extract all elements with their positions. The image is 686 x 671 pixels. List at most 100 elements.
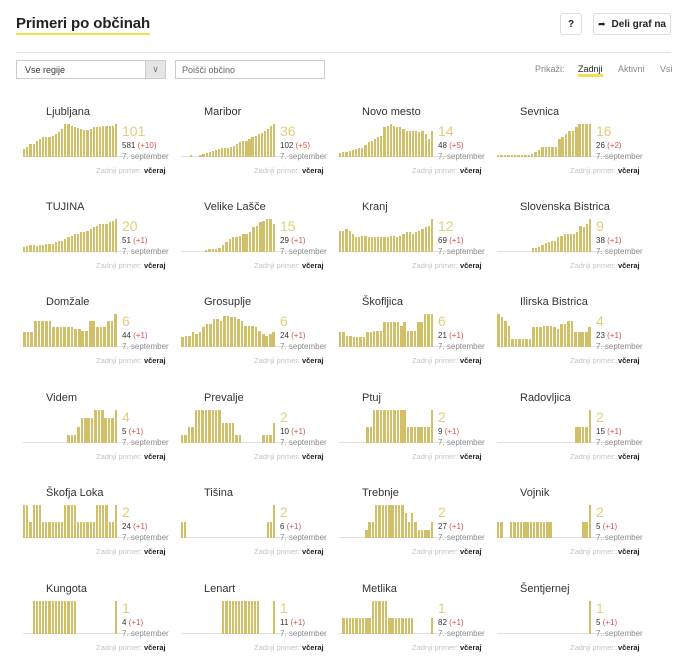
chart-bar — [405, 130, 408, 157]
chart-bar — [48, 521, 51, 538]
chart-bar — [48, 136, 51, 157]
municipality-card[interactable]: Ilirska Bistrica 4 23 (+1) 7. september Zadn… — [490, 296, 650, 386]
chart-bar — [187, 426, 191, 443]
chart-bar — [424, 529, 427, 538]
filter-option-aktivni[interactable]: Aktivni — [618, 64, 645, 74]
municipality-card[interactable]: Trebnje 2 27 (+1) 7. september Zadnji primer… — [332, 487, 492, 577]
municipality-card[interactable]: Kungota 1 4 (+1) 7. september Zadnji primer:… — [16, 583, 176, 671]
municipality-card[interactable]: Ljubljana 101 581 (+10) 7. september Zadnji … — [16, 106, 176, 196]
sparkline-chart — [339, 505, 447, 538]
municipality-card[interactable]: Grosuplje 6 24 (+1) 7. september Zadnji prim… — [174, 296, 334, 386]
last-case-label: Zadnji primer: včeraj — [570, 261, 640, 270]
total-cases-value: 5 — [596, 618, 603, 627]
active-cases-count: 4 — [596, 313, 604, 329]
municipality-card[interactable]: Tišina 2 6 (+1) 7. september Zadnji primer: … — [174, 487, 334, 577]
chart-bar — [345, 335, 349, 347]
filter-option-vsi[interactable]: Vsi — [660, 64, 673, 74]
chart-bar — [86, 129, 89, 157]
chart-bar — [23, 148, 26, 157]
chart-bar — [406, 426, 410, 443]
municipality-card[interactable]: Novo mesto 14 48 (+5) 7. september Zadnji pr… — [332, 106, 492, 196]
active-cases-count: 2 — [122, 504, 130, 520]
municipality-card[interactable]: Metlika 1 82 (+1) 7. september Zadnji primer… — [332, 583, 492, 671]
total-cases: 102 (+5) — [280, 141, 310, 150]
municipality-card[interactable]: Domžale 6 44 (+1) 7. september Zadnji primer… — [16, 296, 176, 386]
chart-bar — [406, 330, 410, 347]
chart-bar — [76, 128, 80, 157]
total-cases: 9 (+1) — [438, 427, 459, 436]
chart-bar — [554, 147, 558, 157]
chart-bar — [70, 235, 73, 252]
chart-bar — [26, 332, 30, 347]
chart-bar — [242, 233, 245, 252]
chart-bar — [228, 423, 231, 443]
chart-bar — [427, 225, 430, 252]
municipality-card[interactable]: Šentjernej 1 5 (+1) 7. september Zadnji prim… — [490, 583, 650, 671]
chart-bar — [582, 227, 585, 252]
chart-bar — [90, 418, 94, 443]
chart-bar — [73, 601, 76, 634]
municipality-card[interactable]: Slovenska Bistrica 9 38 (+1) 7. september Za… — [490, 201, 650, 291]
last-case-value: včeraj — [459, 452, 482, 461]
chart-bar — [208, 249, 211, 252]
date-label: 7. september — [122, 533, 169, 542]
chart-bar — [386, 237, 389, 252]
chart-bar — [218, 410, 221, 443]
chart-bar — [73, 505, 76, 538]
municipality-card[interactable]: Velike Lašče 15 29 (+1) 7. september Zadnji … — [174, 201, 334, 291]
last-case-prefix: Zadnji primer: — [570, 643, 618, 652]
total-cases-delta: (+1) — [133, 236, 148, 245]
chart-bar — [35, 505, 38, 538]
chart-bar — [51, 135, 54, 157]
chart-bar — [359, 337, 362, 347]
chart-bar — [394, 617, 398, 634]
municipality-card[interactable]: Škofljica 6 21 (+1) 7. september Zadnji prim… — [332, 296, 492, 386]
chart-bar — [64, 124, 67, 157]
filter-option-zadnji[interactable]: Zadnji — [578, 64, 603, 77]
chart-bar — [521, 338, 525, 347]
chart-bar — [64, 238, 67, 252]
municipality-card[interactable]: Kranj 12 69 (+1) 7. september Zadnji primer:… — [332, 201, 492, 291]
chart-baseline — [23, 442, 131, 443]
municipality-card[interactable]: Maribor 36 102 (+5) 7. september Zadnji prim… — [174, 106, 334, 196]
chart-bar — [32, 245, 35, 252]
chart-bar — [272, 332, 276, 347]
total-cases-delta: (+1) — [449, 618, 464, 627]
last-case-label: Zadnji primer: včeraj — [254, 452, 324, 461]
last-case-label: Zadnji primer: včeraj — [96, 452, 166, 461]
municipality-card[interactable]: Škofja Loka 2 24 (+1) 7. september Zadnji pr… — [16, 487, 176, 577]
chart-bar — [538, 247, 541, 252]
chart-bar — [358, 147, 361, 157]
chart-bar — [80, 418, 84, 443]
last-case-prefix: Zadnji primer: — [570, 356, 618, 365]
share-button[interactable]: ➦ Deli graf na — [593, 13, 671, 35]
chart-bar — [184, 335, 188, 347]
active-cases-count: 2 — [280, 409, 288, 425]
total-cases-value: 23 — [596, 331, 608, 340]
region-select[interactable]: Vse regije ∨ — [16, 60, 166, 79]
last-case-value: včeraj — [301, 356, 324, 365]
municipality-card[interactable]: TUJINA 20 51 (+1) 7. september Zadnji primer… — [16, 201, 176, 291]
date-label: 7. september — [596, 152, 643, 161]
sparkline-chart — [23, 314, 131, 347]
chart-bar — [549, 521, 552, 538]
municipality-card[interactable]: Videm 4 5 (+1) 7. september Zadnji primer: v… — [16, 392, 176, 482]
municipality-card[interactable]: Lenart 1 11 (+1) 7. september Zadnji primer:… — [174, 583, 334, 671]
municipality-card[interactable]: Prevalje 2 10 (+1) 7. september Zadnji prime… — [174, 392, 334, 482]
total-cases-value: 6 — [280, 522, 287, 531]
sparkline-chart — [497, 124, 605, 157]
last-case-prefix: Zadnji primer: — [412, 261, 460, 270]
municipality-card[interactable]: Sevnica 16 26 (+2) 7. september Zadnji prime… — [490, 106, 650, 196]
chart-bar — [260, 133, 263, 157]
chart-bar — [216, 318, 219, 347]
municipality-card[interactable]: Vojnik 2 5 (+1) 7. september Zadnji primer: … — [490, 487, 650, 577]
chevron-down-icon[interactable]: ∨ — [145, 61, 165, 78]
chart-bar — [251, 325, 254, 347]
municipality-search-input[interactable] — [175, 60, 325, 79]
chart-bar — [70, 505, 73, 538]
municipality-card[interactable]: Ptuj 2 9 (+1) 7. september Zadnji primer: vč… — [332, 392, 492, 482]
help-button[interactable]: ? — [560, 13, 582, 35]
municipality-card[interactable]: Radovljica 2 15 (+1) 7. september Zadnji pri… — [490, 392, 650, 482]
chart-bar — [525, 338, 528, 347]
chart-bar — [403, 322, 406, 347]
